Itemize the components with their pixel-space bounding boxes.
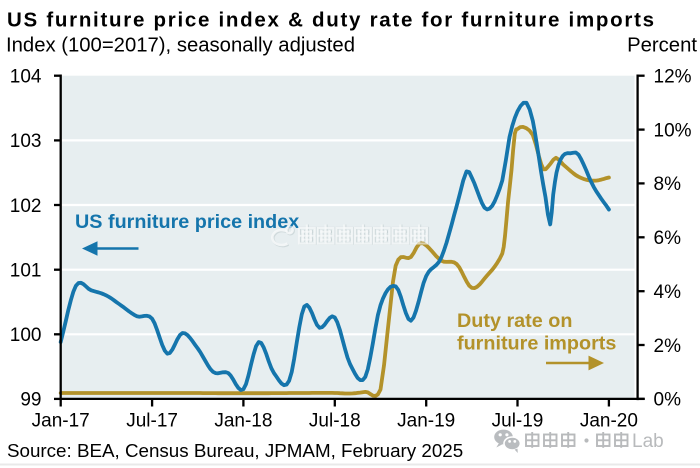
svg-text:4%: 4% (654, 282, 682, 303)
svg-text:8%: 8% (654, 174, 682, 195)
svg-text:Jan-20: Jan-20 (580, 411, 638, 432)
svg-text:Percent: Percent (627, 35, 697, 57)
svg-text:Jul-19: Jul-19 (492, 411, 544, 432)
svg-text:Source: BEA, Census Bureau, JP: Source: BEA, Census Bureau, JPMAM, Febru… (7, 440, 463, 461)
svg-text:Duty rate on: Duty rate on (457, 310, 572, 332)
svg-text:101: 101 (10, 261, 42, 282)
svg-text:99: 99 (20, 390, 41, 411)
svg-text:103: 103 (10, 131, 42, 152)
svg-text:Jan-17: Jan-17 (32, 411, 90, 432)
svg-text:Jul-17: Jul-17 (126, 411, 178, 432)
svg-text:US furniture price index & dut: US furniture price index & duty rate for… (7, 8, 656, 31)
svg-text:2%: 2% (654, 336, 682, 357)
svg-text:Lab: Lab (632, 431, 664, 452)
svg-text:furniture imports: furniture imports (457, 333, 616, 355)
svg-text:Jan-19: Jan-19 (397, 411, 455, 432)
svg-text:6%: 6% (654, 228, 682, 249)
svg-text:102: 102 (10, 196, 42, 217)
svg-text:10%: 10% (654, 120, 692, 141)
svg-text:US furniture price index: US furniture price index (75, 211, 299, 233)
svg-text:0%: 0% (654, 390, 682, 411)
svg-text:Jan-18: Jan-18 (214, 411, 272, 432)
svg-text:12%: 12% (654, 67, 692, 88)
svg-text:104: 104 (10, 67, 42, 88)
svg-text:100: 100 (10, 325, 42, 346)
svg-text:Jul-18: Jul-18 (309, 411, 361, 432)
svg-text:Index (100=2017), seasonally a: Index (100=2017), seasonally adjusted (6, 35, 355, 57)
